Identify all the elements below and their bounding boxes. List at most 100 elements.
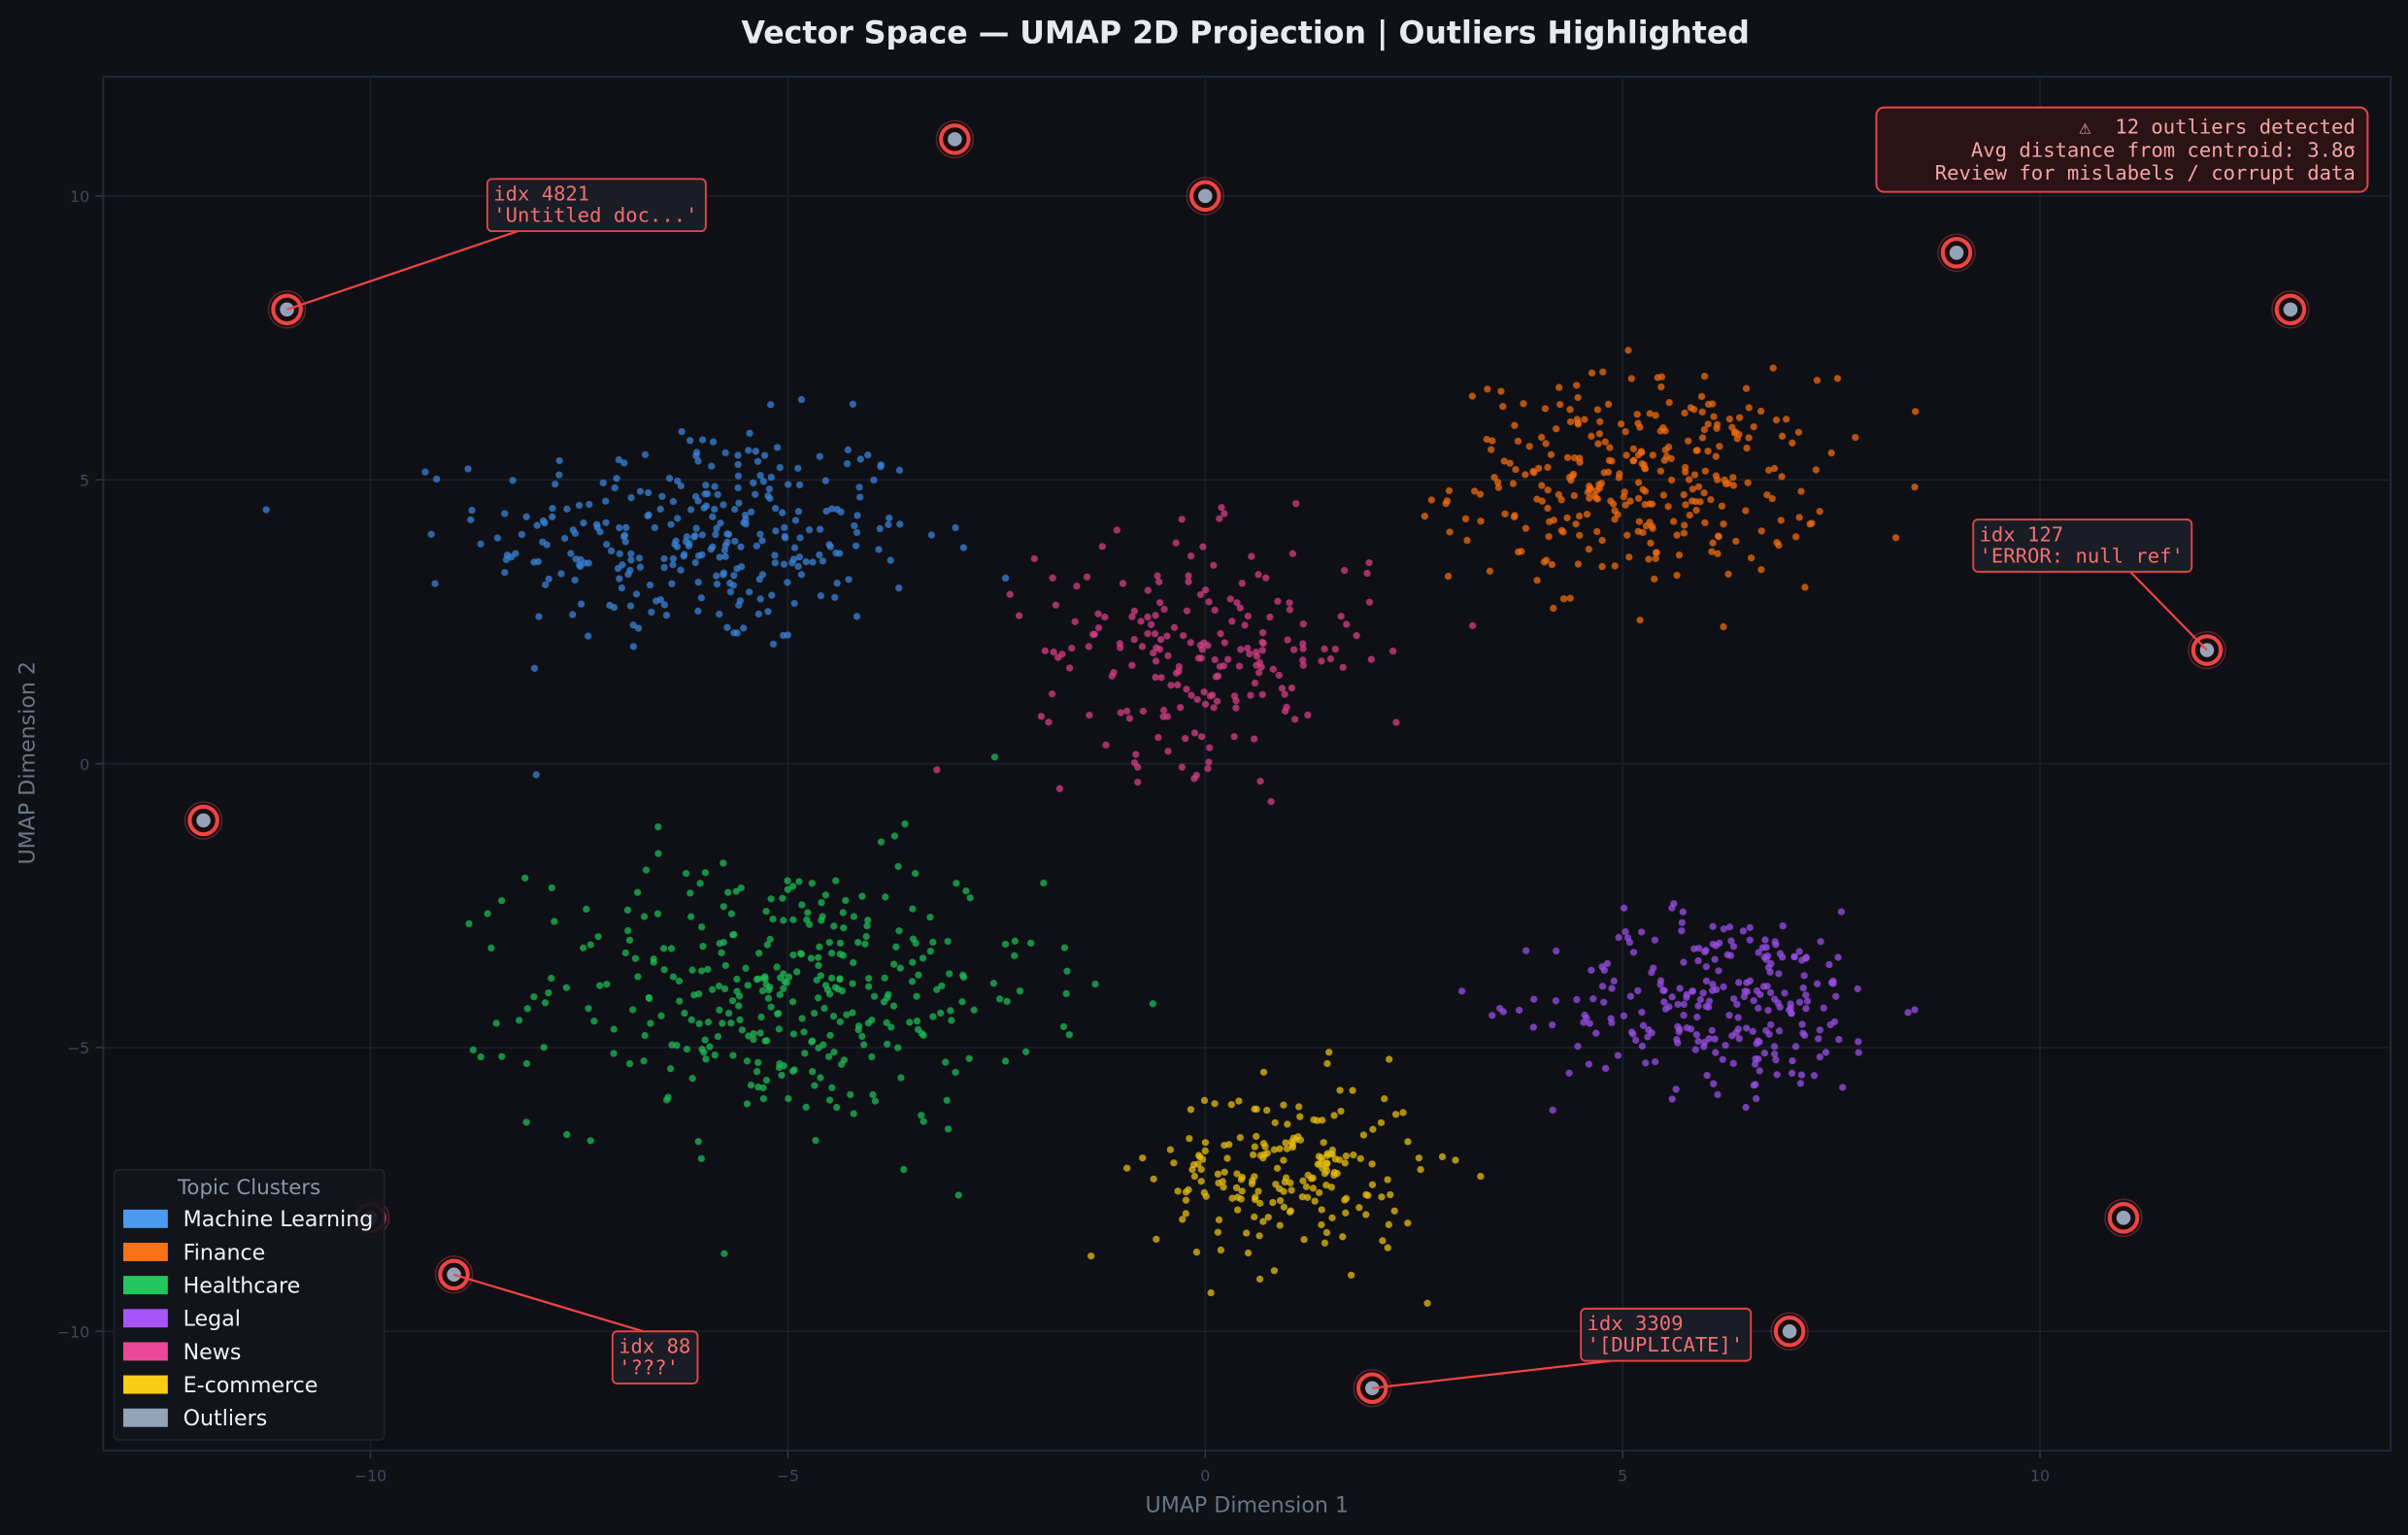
data-point: [1810, 1072, 1819, 1080]
data-point: [1286, 599, 1293, 607]
data-point: [885, 520, 892, 529]
data-point: [1622, 928, 1629, 936]
data-point: [816, 525, 824, 533]
data-point: [624, 926, 632, 935]
data-point: [1815, 1035, 1823, 1043]
data-point: [1049, 574, 1056, 582]
data-point: [1588, 966, 1595, 974]
data-point: [1604, 400, 1613, 409]
data-point: [1128, 661, 1136, 669]
data-point: [1712, 452, 1720, 460]
data-point: [1477, 517, 1485, 525]
data-point: [1750, 1082, 1757, 1089]
data-point: [965, 1054, 973, 1062]
data-point: [1571, 453, 1579, 462]
data-point: [811, 1082, 819, 1089]
data-point: [696, 880, 704, 887]
data-point: [1694, 483, 1703, 490]
data-point: [616, 550, 623, 558]
data-point: [1128, 613, 1136, 620]
data-point: [1190, 729, 1199, 737]
data-point: [467, 516, 475, 523]
data-point: [1719, 1055, 1726, 1063]
data-point: [1744, 479, 1752, 486]
data-point: [798, 901, 806, 909]
data-point: [1634, 479, 1643, 486]
data-point: [785, 1094, 792, 1103]
data-point: [694, 551, 703, 560]
data-point: [1665, 398, 1673, 407]
data-point: [1678, 918, 1686, 926]
data-point: [807, 954, 816, 962]
data-point: [549, 513, 556, 520]
data-point: [1651, 936, 1658, 944]
data-point: [790, 544, 799, 551]
data-point: [742, 964, 750, 972]
y-tick-label: −5: [67, 1039, 89, 1057]
data-point: [1709, 922, 1717, 930]
data-point: [1654, 374, 1661, 382]
data-point: [1600, 998, 1608, 1006]
data-point: [1700, 425, 1709, 434]
data-point: [1328, 1214, 1336, 1222]
data-point: [593, 523, 601, 531]
data-point: [896, 964, 904, 972]
data-point: [1236, 604, 1244, 612]
data-point: [534, 557, 542, 566]
data-point: [1735, 979, 1743, 986]
data-point: [1347, 1271, 1355, 1279]
data-point: [1194, 1160, 1202, 1168]
cluster-news: [933, 500, 1477, 806]
data-point: [1247, 691, 1254, 699]
data-point: [1680, 1012, 1688, 1019]
data-point: [895, 466, 904, 474]
data-point: [1262, 574, 1270, 582]
data-point: [1667, 454, 1675, 463]
info-box: ⚠ 12 outliers detected Avg distance from…: [1875, 106, 2369, 193]
data-point: [727, 1019, 735, 1027]
data-point: [1102, 741, 1110, 749]
data-point: [1156, 636, 1165, 644]
data-point: [1309, 1185, 1318, 1192]
data-point: [533, 521, 541, 529]
data-point: [1708, 1026, 1716, 1034]
data-point: [1248, 552, 1255, 560]
data-point: [1337, 613, 1345, 620]
data-point: [1286, 606, 1294, 614]
data-point: [698, 531, 706, 539]
data-point: [1073, 582, 1081, 590]
data-point: [1574, 560, 1583, 568]
data-point: [1594, 440, 1602, 448]
data-point: [1704, 420, 1712, 428]
data-point: [530, 993, 538, 1001]
data-point: [729, 1051, 737, 1059]
data-point: [1762, 955, 1770, 963]
data-point: [1755, 949, 1762, 956]
outlier-point: [935, 119, 975, 159]
data-point: [1522, 947, 1530, 954]
data-point: [1119, 580, 1127, 587]
data-point: [1680, 958, 1688, 966]
outlier-halo: [2188, 630, 2226, 670]
data-point: [1797, 487, 1805, 495]
data-point: [1197, 1165, 1205, 1174]
data-point: [1238, 580, 1246, 587]
data-point: [844, 446, 853, 454]
data-point: [732, 887, 740, 895]
data-point: [1799, 984, 1807, 992]
info-box-line-1: ⚠ 12 outliers detected: [2079, 116, 2356, 139]
data-point: [1353, 632, 1360, 640]
info-box-line-3: Review for mislabels / corrupt data: [1935, 161, 2356, 184]
data-point: [995, 995, 1004, 1003]
data-point: [720, 547, 729, 554]
data-point: [767, 895, 775, 903]
data-point: [697, 594, 706, 602]
grid-lines: [103, 77, 2391, 1452]
data-point: [822, 507, 830, 516]
data-point: [1544, 504, 1552, 513]
data-point: [1494, 484, 1503, 491]
data-point: [575, 501, 584, 510]
data-point: [1187, 1106, 1195, 1114]
data-point: [1673, 571, 1681, 580]
